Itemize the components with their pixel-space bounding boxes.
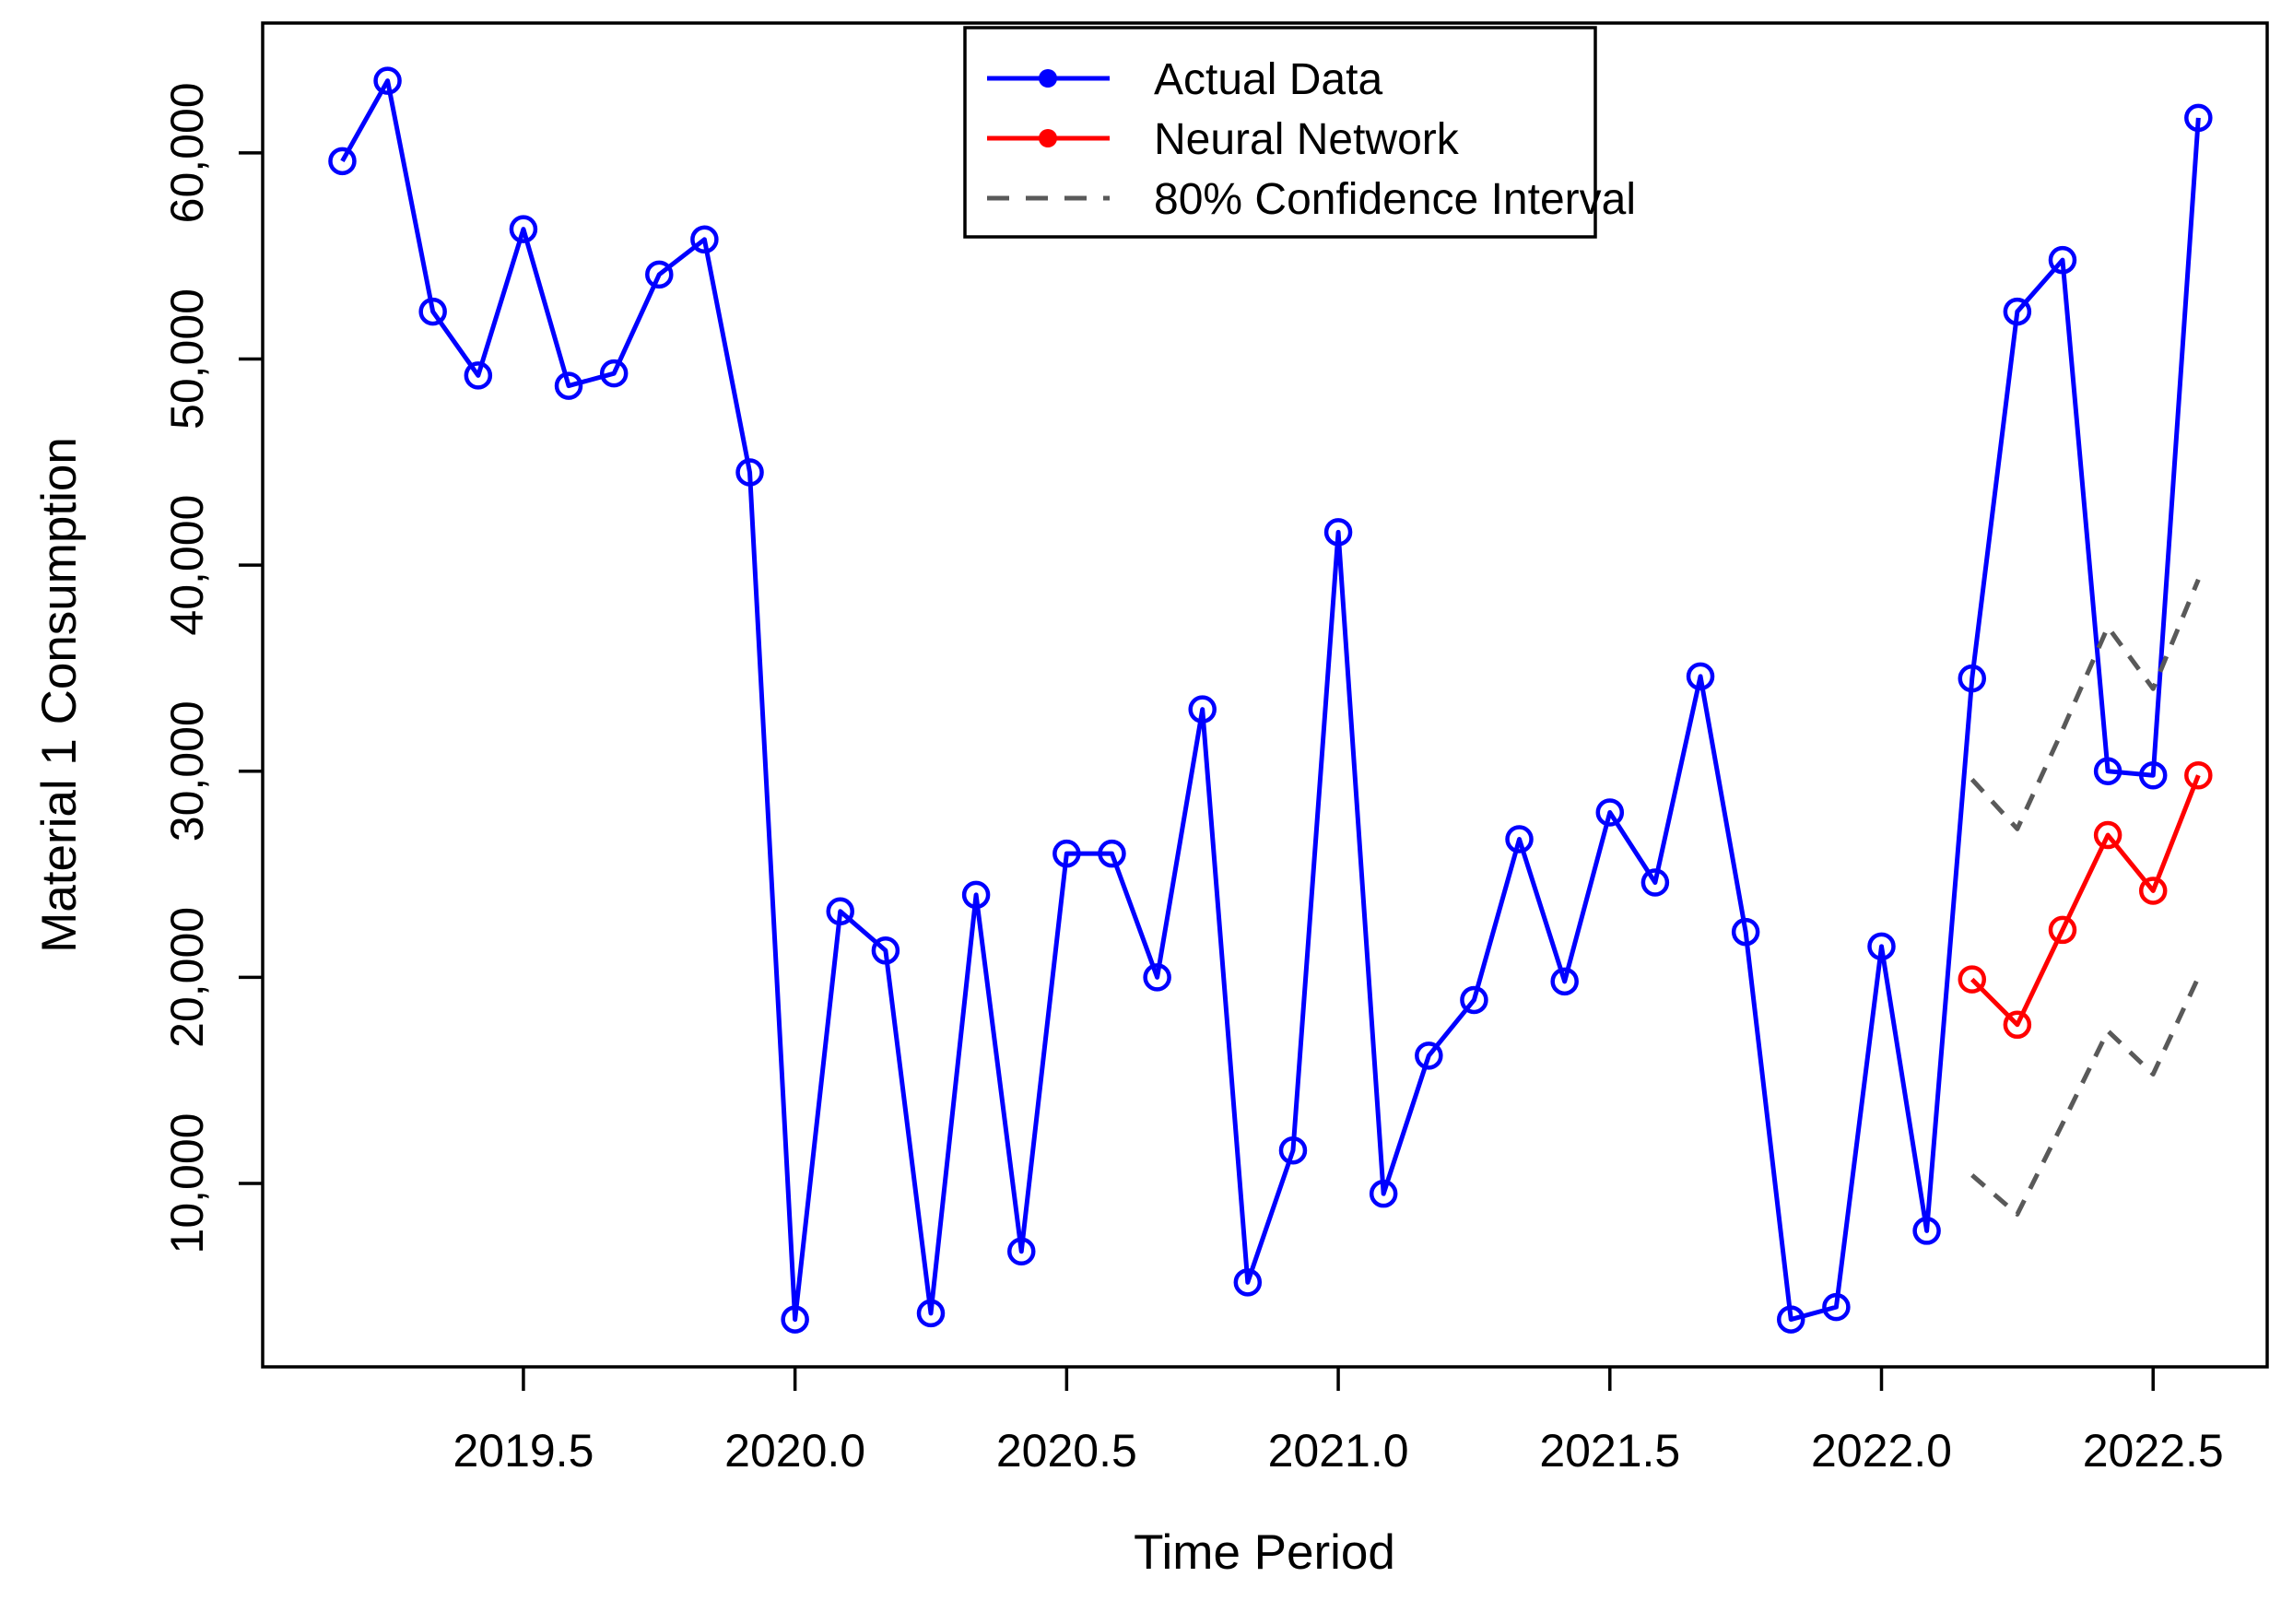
data-point-marker-actual-data [328,147,357,176]
series-layer [328,66,2213,1334]
data-point-marker-actual-data [1415,1041,1443,1070]
series-80-confidence-interval-upper-line [1970,578,2201,831]
data-point-marker-neural-network [2138,877,2168,905]
data-point-marker-actual-data [1731,917,1760,947]
series-neural-network-line [1970,774,2201,1028]
data-point-marker-actual-data [1188,695,1217,724]
legend-label-confidence-interval: 80% Confidence Interval [1154,175,1636,224]
data-point-marker-actual-data [1007,1237,1036,1266]
x-tick-label: 2021.5 [1539,1425,1680,1477]
data-point-marker-neural-network [2093,820,2122,850]
data-point-marker-actual-data [1867,932,1896,961]
data-point-marker-actual-data [1460,985,1488,1015]
series-80-confidence-interval-lower-line [1970,976,2201,1218]
legend-box [963,26,1597,239]
data-point-marker-actual-data [1822,1292,1851,1322]
data-point-marker-actual-data [1505,825,1534,853]
data-point-marker-actual-data [509,215,538,243]
axis-ticks: 2019.5 2020.0 2020.5 2021.0 2021.5 2022.0 2022… [161,82,2224,1477]
legend-dot-red-icon [1039,129,1057,147]
data-point-marker-actual-data [554,371,583,400]
data-point-marker-neural-network [1958,965,1987,994]
data-point-marker-neural-network [2003,1010,2032,1040]
data-point-marker-actual-data [1278,1136,1308,1165]
y-tick-label: 40,000 [161,495,213,636]
data-point-marker-actual-data [2138,760,2168,790]
legend: Actual Data Neural Network 80% Confidenc… [963,26,1636,239]
x-tick-label: 2020.0 [724,1425,865,1477]
data-point-marker-actual-data [1686,662,1715,691]
x-tick-label: 2019.5 [453,1425,594,1477]
data-point-marker-actual-data [1640,868,1670,897]
data-point-marker-actual-data [418,297,447,326]
data-point-marker-actual-data [1595,798,1625,827]
data-point-marker-actual-data [645,260,674,289]
y-tick-label: 10,000 [161,1113,213,1254]
data-point-marker-neural-network [2048,915,2077,945]
x-tick-label: 2021.0 [1268,1425,1409,1477]
data-point-marker-neural-network [2184,760,2213,790]
data-point-marker-actual-data [1369,1179,1398,1208]
y-tick-label: 30,000 [161,700,213,841]
data-point-marker-actual-data [916,1299,946,1328]
data-point-marker-actual-data [826,897,854,926]
x-tick-label: 2022.5 [2083,1425,2224,1477]
data-point-marker-actual-data [735,458,764,487]
data-point-marker-actual-data [690,225,719,254]
legend-item-confidence-interval: 80% Confidence Interval [987,175,1636,224]
data-point-marker-actual-data [781,1305,809,1334]
data-point-marker-actual-data [1550,967,1579,996]
data-point-marker-actual-data [961,880,991,910]
data-point-marker-actual-data [464,361,493,390]
data-point-marker-actual-data [871,936,900,965]
data-point-marker-actual-data [1958,664,1987,693]
data-point-marker-actual-data [2184,103,2213,133]
series-actual-data-line [340,78,2201,1323]
legend-item-actual-data: Actual Data [987,55,1382,104]
x-axis-title: Time Period [1134,1525,1395,1580]
data-point-marker-actual-data [1323,518,1353,547]
legend-item-neural-network: Neural Network [987,115,1460,164]
y-tick-label: 20,000 [161,907,213,1048]
data-point-marker-actual-data [2003,297,2032,326]
data-point-marker-actual-data [1098,839,1126,868]
y-tick-label: 60,000 [161,82,213,223]
data-point-marker-actual-data [1052,839,1081,868]
data-point-marker-actual-data [2048,245,2077,275]
x-tick-label: 2022.0 [1811,1425,1952,1477]
x-tick-label: 2020.5 [996,1425,1137,1477]
y-axis-title: Material 1 Consumption [32,437,87,953]
legend-dot-blue-icon [1039,69,1057,88]
y-tick-label: 50,000 [161,288,213,430]
data-point-marker-actual-data [1912,1217,1941,1245]
legend-label-actual-data: Actual Data [1154,55,1382,104]
legend-label-neural-network: Neural Network [1154,115,1460,164]
plot-frame [261,21,2269,1369]
data-point-marker-actual-data [1143,963,1171,992]
data-point-marker-actual-data [1776,1305,1805,1334]
data-point-marker-actual-data [2093,757,2122,785]
data-point-marker-actual-data [1233,1268,1263,1297]
data-point-marker-actual-data [599,359,629,388]
data-point-marker-actual-data [373,66,402,95]
